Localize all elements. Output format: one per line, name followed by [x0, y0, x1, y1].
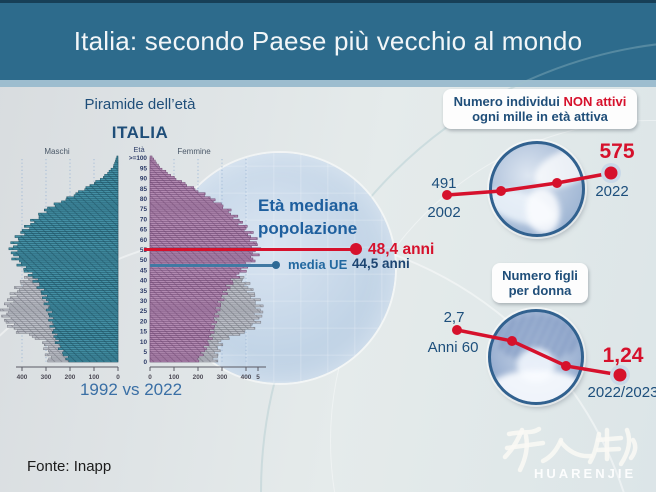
svg-text:300: 300: [41, 374, 52, 381]
hands-photo-circle: [489, 141, 585, 237]
baby-blanket: [491, 370, 581, 402]
svg-text:100: 100: [169, 374, 180, 381]
svg-text:45: 45: [140, 267, 148, 274]
svg-text:200: 200: [65, 374, 76, 381]
banner-accent-strip: [0, 80, 656, 87]
svg-text:65: 65: [140, 227, 148, 234]
dependency-title-red: NON attivi: [563, 94, 627, 109]
dependency-title-line2: ogni mille in età attiva: [472, 109, 608, 124]
source-credit: Fonte: Inapp: [27, 458, 112, 475]
median-heading-line2: popolazione: [258, 219, 358, 238]
svg-text:0: 0: [148, 374, 152, 381]
fertility-title-line2: per donna: [508, 283, 572, 298]
svg-text:85: 85: [140, 186, 148, 193]
fertility-start-year: Anni 60: [427, 339, 479, 356]
svg-text:25: 25: [140, 308, 148, 315]
dependency-end-value: 575: [599, 140, 635, 163]
svg-text:90: 90: [140, 176, 148, 183]
svg-text:0: 0: [116, 374, 120, 381]
svg-text:40: 40: [140, 278, 148, 285]
svg-text:50: 50: [140, 257, 148, 264]
fertility-end-year: 2022/2023: [587, 384, 656, 401]
svg-text:70: 70: [140, 216, 148, 223]
baby-photo-circle: [488, 309, 584, 405]
svg-text:80: 80: [140, 196, 148, 203]
italy-median-dot: [350, 243, 362, 255]
svg-text:5: 5: [143, 349, 147, 356]
females-axis-label: Femmine: [177, 147, 211, 156]
eu-median-label: media UE: [288, 257, 348, 272]
population-pyramid-chart: >=10095908580757065605550454035302520151…: [0, 155, 266, 381]
svg-text:10: 10: [140, 339, 148, 346]
fertility-end-value: 1,24: [602, 344, 644, 367]
fertility-title-line1: Numero figli: [502, 268, 578, 283]
svg-text:60: 60: [140, 237, 148, 244]
median-heading-line1: Età mediana: [258, 196, 359, 215]
eu-median-line: [150, 264, 276, 267]
age-axis-label: Età: [133, 145, 145, 154]
males-axis-label: Maschi: [44, 147, 70, 156]
svg-text:55: 55: [140, 247, 148, 254]
svg-text:100: 100: [89, 374, 100, 381]
dependency-start-value: 491: [431, 175, 457, 192]
svg-text:15: 15: [140, 329, 148, 336]
dependency-end-year: 2022: [595, 183, 629, 200]
svg-text:>=100: >=100: [129, 155, 148, 162]
pyramid-title: Piramide dell’età: [84, 96, 196, 113]
dependency-start-year: 2002: [427, 204, 461, 221]
eu-median-value: 44,5 anni: [352, 256, 410, 271]
svg-text:95: 95: [140, 165, 148, 172]
italy-median-value: 48,4 anni: [368, 241, 435, 258]
dependency-panel-title: Numero individui NON attivi ogni mille i…: [443, 89, 637, 129]
italy-median-line: [144, 248, 356, 251]
fertility-start-value: 2,7: [443, 309, 465, 326]
svg-text:0: 0: [143, 359, 147, 366]
page-title: Italia: secondo Paese più vecchio al mon…: [73, 26, 583, 56]
svg-text:30: 30: [140, 298, 148, 305]
svg-text:400: 400: [241, 374, 252, 381]
svg-text:75: 75: [140, 206, 148, 213]
title-banner: Italia: secondo Paese più vecchio al mon…: [0, 0, 656, 80]
svg-text:400: 400: [17, 374, 28, 381]
svg-text:20: 20: [140, 318, 148, 325]
fertility-panel-title: Numero figli per donna: [492, 263, 588, 303]
huarenjie-watermark-text: HUARENJIE: [534, 466, 637, 481]
pyramid-country-label: ITALIA: [111, 123, 169, 142]
pyramid-caption: 1992 vs 2022: [79, 380, 183, 399]
svg-text:35: 35: [140, 288, 148, 295]
eu-median-dot: [272, 261, 280, 269]
svg-text:300: 300: [217, 374, 228, 381]
svg-text:200: 200: [193, 374, 204, 381]
svg-text:5: 5: [256, 374, 260, 381]
dependency-title-normal: Numero individui: [453, 94, 564, 109]
